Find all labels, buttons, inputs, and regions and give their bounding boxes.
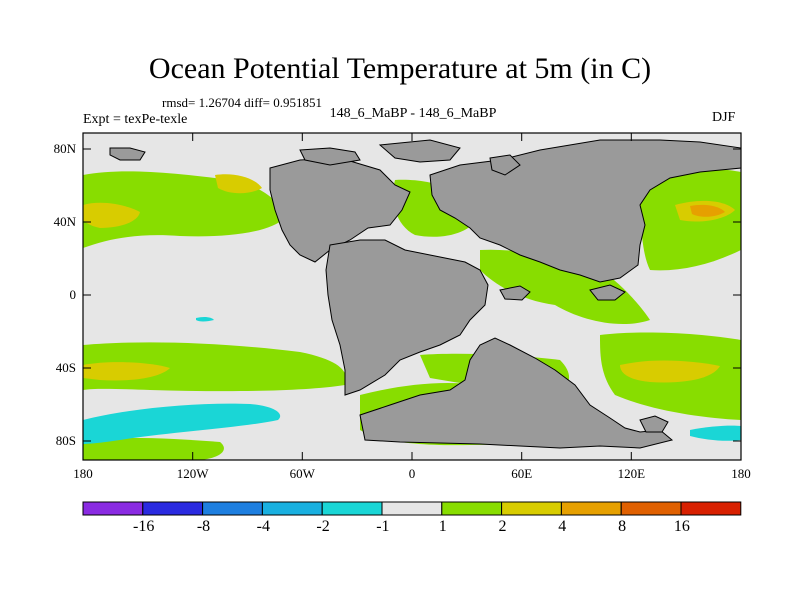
- x-tick-label: 120W: [176, 466, 209, 481]
- x-tick-label: 60E: [511, 466, 533, 481]
- experiment-label: Expt = texPe-texle: [83, 112, 188, 127]
- case-label: 148_6_MaBP - 148_6_MaBP: [329, 106, 497, 121]
- colorbar-swatch: [261, 501, 323, 516]
- x-tick-label: 120E: [617, 466, 646, 481]
- map-title: Ocean Potential Temperature at 5m (in C): [148, 52, 652, 85]
- y-tick-label: 80N: [53, 141, 76, 156]
- colorbar-swatch: [680, 501, 742, 516]
- colorbar-swatch: [321, 501, 383, 516]
- colorbar-label: -4: [256, 518, 270, 535]
- colorbar-swatch: [560, 501, 622, 516]
- negative-regions: [83, 316, 741, 444]
- colorbar-label: 4: [558, 518, 567, 535]
- colorbar-label: -16: [133, 518, 155, 535]
- x-tick-label: 60W: [289, 466, 315, 481]
- colorbar-swatch: [202, 501, 263, 516]
- colorbar-label: 16: [673, 518, 690, 535]
- x-tick-label: 180: [73, 466, 93, 481]
- stats-line: rmsd= 1.26704 diff= 0.951851: [162, 95, 322, 110]
- colorbar-label: -1: [376, 518, 390, 535]
- y-tick-label: 40N: [53, 214, 76, 229]
- colorbar-swatch: [441, 501, 503, 516]
- colorbar-swatch: [381, 501, 443, 516]
- colorbar-swatch: [142, 501, 204, 516]
- colorbar-label: 8: [618, 518, 627, 535]
- y-ticks: [83, 148, 741, 442]
- x-tick-label: 0: [408, 466, 416, 481]
- colorbar-label: 2: [498, 518, 507, 535]
- colorbar-label: -2: [316, 518, 330, 535]
- x-ticks: [82, 133, 742, 460]
- colorbar-swatch: [82, 501, 144, 516]
- season-label: DJF: [712, 110, 736, 125]
- y-tick-label: 0: [69, 287, 77, 302]
- y-tick-label: 40S: [55, 360, 76, 375]
- y-tick-label: 80S: [55, 433, 76, 448]
- colorbar-swatch: [620, 501, 682, 516]
- colorbar: [82, 501, 742, 516]
- land-masses: [109, 139, 742, 449]
- x-tick-label: 180: [731, 466, 751, 481]
- colorbar-label: 1: [438, 518, 447, 535]
- colorbar-label: -8: [196, 518, 211, 535]
- colorbar-swatch: [501, 501, 562, 516]
